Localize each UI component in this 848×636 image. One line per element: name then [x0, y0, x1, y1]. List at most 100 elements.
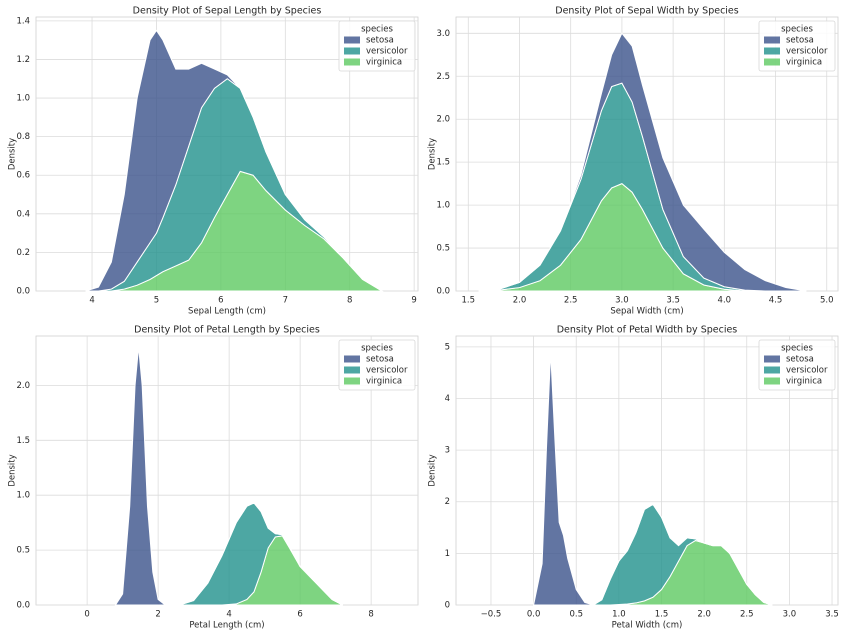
legend-label: setosa: [366, 36, 394, 46]
legend-label: virginica: [366, 58, 402, 68]
y-tick-label: 1.5: [436, 158, 450, 168]
x-tick-label: 2.5: [740, 610, 754, 620]
x-tick-label: 5.0: [820, 296, 834, 306]
legend-swatch: [764, 36, 780, 44]
legend-swatch: [764, 377, 780, 385]
x-tick-label: 5: [154, 296, 159, 306]
y-tick-label: 0: [445, 601, 450, 611]
y-tick-label: 0.4: [16, 209, 30, 219]
y-tick-label: 3: [445, 446, 450, 456]
legend-label: setosa: [786, 36, 814, 46]
x-axis-label: Petal Width (cm): [612, 621, 683, 631]
x-tick-label: 3.5: [825, 610, 839, 620]
x-tick-label: 0.0: [527, 610, 541, 620]
x-tick-label: 2.5: [564, 296, 578, 306]
y-tick-label: 1.0: [436, 201, 450, 211]
y-tick-label: 2: [445, 497, 450, 507]
y-tick-label: 1.0: [16, 491, 30, 501]
legend-title: species: [781, 344, 813, 354]
x-tick-label: 1.5: [655, 610, 669, 620]
x-tick-label: 4: [226, 610, 231, 620]
x-tick-label: 9: [411, 296, 416, 306]
y-tick-label: 0.0: [16, 287, 30, 297]
legend-swatch: [344, 377, 360, 385]
legend-title: species: [361, 25, 393, 35]
x-tick-label: 4.0: [718, 296, 732, 306]
y-tick-label: 2.0: [436, 115, 450, 125]
x-tick-label: 8: [347, 296, 352, 306]
y-tick-label: 0.5: [16, 546, 30, 556]
legend-swatch: [764, 355, 780, 363]
legend-label: versicolor: [366, 366, 408, 376]
y-tick-label: 1.0: [16, 94, 30, 104]
legend-swatch: [764, 47, 780, 55]
y-tick-label: 2.5: [436, 72, 450, 82]
legend-swatch: [344, 366, 360, 374]
y-axis-label: Density: [428, 138, 438, 170]
x-tick-label: 4.5: [769, 296, 783, 306]
x-tick-label: 3.0: [783, 610, 797, 620]
x-tick-label: 2.0: [513, 296, 527, 306]
legend-swatch: [344, 47, 360, 55]
x-tick-label: 6: [218, 296, 223, 306]
legend-label: setosa: [366, 355, 394, 365]
legend-label: virginica: [786, 58, 822, 68]
legend-swatch: [764, 58, 780, 66]
legend-label: virginica: [786, 377, 822, 387]
y-tick-label: 1.2: [16, 55, 30, 65]
legend-swatch: [764, 366, 780, 374]
x-tick-label: 1.5: [462, 296, 476, 306]
legend-label: setosa: [786, 355, 814, 365]
legend-swatch: [344, 355, 360, 363]
x-tick-label: 2.0: [697, 610, 711, 620]
y-tick-label: 0.6: [16, 171, 30, 181]
legend-label: virginica: [366, 377, 402, 387]
legend-label: versicolor: [786, 47, 828, 57]
x-tick-label: 8: [368, 610, 373, 620]
x-tick-label: 6: [297, 610, 302, 620]
density-area: [478, 32, 807, 292]
chart-title: Density Plot of Sepal Length by Species: [133, 6, 322, 17]
y-tick-label: 1.4: [16, 16, 30, 26]
chart-title: Density Plot of Petal Length by Species: [134, 325, 320, 336]
y-tick-label: 4: [445, 394, 450, 404]
x-tick-label: 0.5: [569, 610, 583, 620]
y-tick-label: 0.5: [436, 244, 450, 254]
x-tick-label: 2: [155, 610, 160, 620]
x-axis-label: Sepal Length (cm): [188, 307, 266, 317]
y-axis-label: Density: [8, 454, 18, 486]
density-area: [85, 29, 383, 292]
x-tick-label: 3.0: [615, 296, 629, 306]
y-tick-label: 3.0: [436, 29, 450, 39]
x-tick-label: 4: [89, 296, 94, 306]
y-tick-label: 0.0: [436, 287, 450, 297]
y-tick-label: 0.2: [16, 248, 30, 258]
legend-swatch: [344, 36, 360, 44]
legend-label: versicolor: [786, 366, 828, 376]
x-tick-label: 0: [84, 610, 89, 620]
y-tick-label: 0.8: [16, 132, 30, 142]
x-tick-label: 3.5: [666, 296, 680, 306]
y-axis-label: Density: [8, 138, 18, 170]
legend-title: species: [361, 344, 393, 354]
y-tick-label: 1.5: [16, 436, 30, 446]
x-tick-label: −0.5: [481, 610, 502, 620]
y-tick-label: 0.0: [16, 601, 30, 611]
x-axis-label: Petal Length (cm): [189, 621, 264, 631]
legend-title: species: [781, 25, 813, 35]
y-axis-label: Density: [428, 454, 438, 486]
x-tick-label: 7: [283, 296, 288, 306]
y-tick-label: 1: [445, 549, 450, 559]
x-tick-label: 1.0: [612, 610, 626, 620]
chart-title: Density Plot of Sepal Width by Species: [555, 6, 739, 17]
chart-title: Density Plot of Petal Width by Species: [557, 325, 738, 336]
x-axis-label: Sepal Width (cm): [610, 307, 683, 317]
density-area: [114, 346, 343, 606]
y-tick-label: 2.0: [16, 381, 30, 391]
density-area: [532, 351, 773, 606]
y-tick-label: 5: [445, 342, 450, 352]
